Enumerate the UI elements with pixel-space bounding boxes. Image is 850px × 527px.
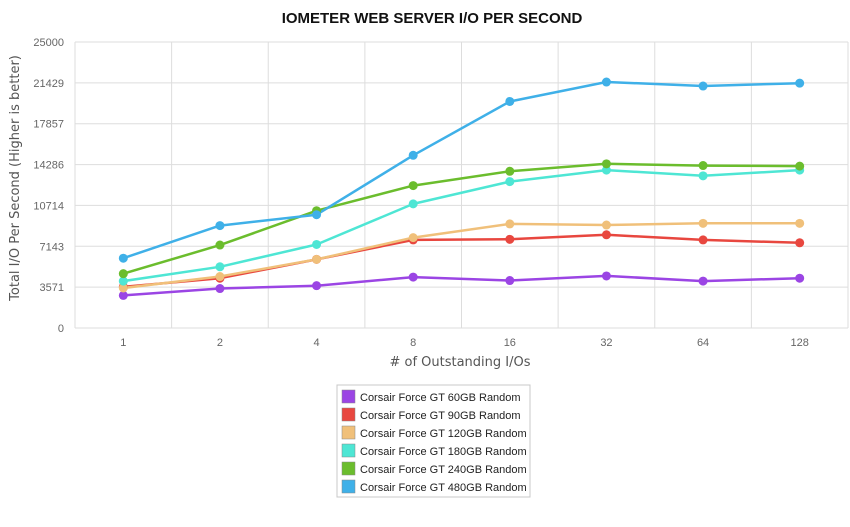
legend-swatch — [341, 461, 356, 476]
x-tick-label: 2 — [217, 337, 223, 349]
series-points — [118, 77, 805, 300]
legend-swatch — [341, 389, 356, 404]
data-point — [795, 273, 805, 283]
data-point — [215, 221, 225, 231]
y-tick-label: 10714 — [33, 200, 64, 212]
data-point — [698, 218, 708, 228]
series-lines — [122, 80, 800, 297]
data-point — [215, 272, 225, 282]
tick-labels: 0 3571 7143 10714 14286 17857 21429 25000 1 2 4 8 16… — [33, 37, 808, 349]
data-point — [698, 161, 708, 171]
legend-swatch — [341, 407, 356, 422]
y-tick-label: 21429 — [33, 78, 64, 90]
data-point — [505, 276, 515, 286]
series-line — [123, 233, 800, 289]
y-tick-label: 17857 — [33, 119, 64, 131]
data-point — [408, 233, 418, 243]
x-tick-label: 128 — [791, 337, 809, 349]
y-tick-label: 14286 — [33, 160, 64, 172]
legend: Corsair Force GT 60GB Random Corsair Forc… — [336, 384, 531, 498]
x-axis-label: # of Outstanding I/Os — [389, 355, 530, 370]
data-point — [698, 171, 708, 181]
legend-item-label: Corsair Force GT 480GB Random — [360, 482, 527, 494]
data-point — [312, 210, 322, 220]
data-point — [505, 166, 515, 176]
data-point — [215, 262, 225, 272]
data-point — [408, 181, 418, 191]
data-point — [795, 161, 805, 171]
data-point — [601, 220, 611, 230]
x-tick-label: 64 — [697, 337, 709, 349]
legend-item-label: Corsair Force GT 180GB Random — [360, 446, 527, 458]
data-point — [312, 254, 322, 264]
y-tick-label: 3571 — [40, 282, 64, 294]
data-point — [408, 199, 418, 209]
data-point — [118, 283, 128, 293]
x-tick-label: 32 — [600, 337, 612, 349]
data-point — [408, 272, 418, 282]
legend-item-label: Corsair Force GT 60GB Random — [360, 392, 521, 404]
legend-swatch — [341, 425, 356, 440]
data-point — [118, 269, 128, 279]
data-point — [698, 81, 708, 91]
series-line — [123, 168, 800, 283]
y-tick-label: 25000 — [33, 37, 64, 49]
x-tick-label: 4 — [314, 337, 320, 349]
data-point — [118, 253, 128, 263]
data-point — [408, 150, 418, 160]
data-point — [505, 234, 515, 244]
data-point — [601, 230, 611, 240]
data-point — [698, 235, 708, 245]
data-point — [312, 239, 322, 249]
data-point — [698, 276, 708, 286]
data-point — [601, 165, 611, 175]
data-point — [601, 159, 611, 169]
series-line — [123, 222, 800, 290]
data-point — [118, 290, 128, 300]
data-point — [601, 271, 611, 281]
data-point — [505, 96, 515, 106]
data-point — [215, 284, 225, 294]
data-point — [505, 177, 515, 187]
data-point — [795, 238, 805, 248]
series-line — [122, 162, 800, 275]
x-tick-label: 8 — [410, 337, 416, 349]
legend-item-label: Corsair Force GT 90GB Random — [360, 410, 521, 422]
data-point — [215, 240, 225, 250]
x-tick-label: 1 — [120, 337, 126, 349]
y-tick-label: 7143 — [40, 241, 64, 253]
data-point — [795, 218, 805, 228]
legend-box — [336, 384, 531, 498]
legend-item-label: Corsair Force GT 240GB Random — [360, 464, 527, 476]
x-tick-label: 16 — [504, 337, 516, 349]
data-point — [601, 77, 611, 87]
data-point — [795, 78, 805, 88]
data-point — [312, 281, 322, 291]
data-point — [505, 219, 515, 229]
series-line — [123, 274, 800, 297]
data-point — [118, 276, 128, 286]
legend-item-label: Corsair Force GT 120GB Random — [360, 428, 527, 440]
legend-swatch — [341, 479, 356, 494]
y-axis-label: Total I/O Per Second (Higher is better) — [8, 55, 23, 302]
series-line — [122, 80, 800, 260]
chart-title: IOMETER WEB SERVER I/O PER SECOND — [282, 10, 583, 27]
legend-swatch — [341, 443, 356, 458]
y-tick-label: 0 — [58, 323, 64, 335]
